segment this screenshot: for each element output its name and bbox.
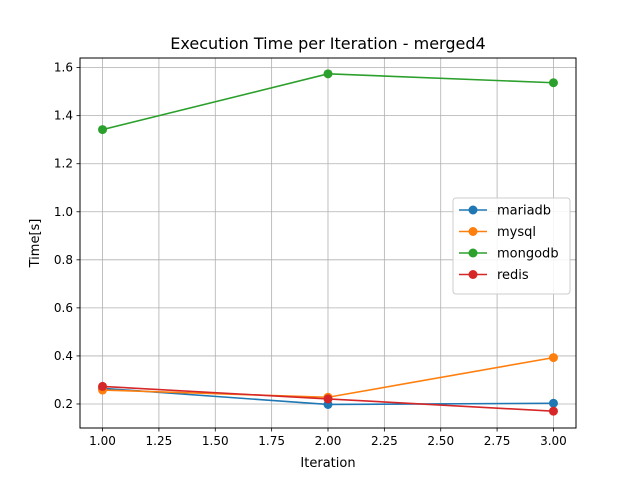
x-tick-label: 2.25 bbox=[371, 434, 398, 448]
y-axis: 0.2 0.4 0.6 0.8 1.0 1.2 1.4 1.6 bbox=[54, 61, 80, 411]
series-mongodb bbox=[98, 69, 558, 135]
legend-item-mysql: mysql bbox=[459, 225, 536, 240]
data-point-mariadb bbox=[548, 398, 558, 408]
data-point-mysql bbox=[548, 353, 558, 363]
x-axis-label: Iteration bbox=[300, 456, 355, 471]
x-tick-label: 3.00 bbox=[540, 434, 567, 448]
data-point-redis bbox=[98, 381, 108, 391]
legend-item-mariadb: mariadb bbox=[459, 204, 551, 219]
x-tick-label: 2.50 bbox=[427, 434, 454, 448]
y-tick-label: 0.4 bbox=[54, 349, 73, 363]
legend-label: mysql bbox=[497, 225, 536, 240]
legend-label: mongodb bbox=[497, 247, 559, 262]
legend-label: mariadb bbox=[497, 204, 551, 219]
x-tick-label: 2.75 bbox=[484, 434, 511, 448]
legend-item-redis: redis bbox=[459, 268, 529, 283]
legend-marker bbox=[468, 205, 478, 215]
data-point-redis bbox=[323, 394, 333, 404]
legend-marker bbox=[468, 270, 478, 279]
y-tick-label: 0.6 bbox=[54, 301, 73, 315]
data-point-mongodb bbox=[323, 69, 333, 79]
series-layer bbox=[98, 69, 558, 416]
legend-label: redis bbox=[497, 268, 529, 283]
y-tick-label: 0.2 bbox=[54, 397, 73, 411]
y-tick-label: 1.6 bbox=[54, 61, 73, 75]
y-tick-label: 1.0 bbox=[54, 205, 73, 219]
x-axis: 1.00 1.25 1.50 1.75 2.00 2.25 2.50 2.75 3.00 bbox=[89, 428, 567, 448]
legend-frame bbox=[452, 197, 571, 295]
x-tick-label: 1.00 bbox=[89, 434, 116, 448]
y-tick-label: 1.4 bbox=[54, 109, 73, 123]
x-tick-label: 1.50 bbox=[202, 434, 229, 448]
data-point-mongodb bbox=[548, 78, 558, 88]
legend: mariadb mysql mongodb redis bbox=[452, 197, 571, 295]
chart-title: Execution Time per Iteration - merged4 bbox=[170, 34, 485, 53]
y-axis-label: Time[s] bbox=[28, 219, 43, 269]
y-tick-label: 1.2 bbox=[54, 157, 73, 171]
data-point-redis bbox=[548, 406, 558, 416]
x-tick-label: 1.75 bbox=[258, 434, 285, 448]
legend-marker bbox=[468, 227, 478, 236]
series-redis bbox=[98, 381, 558, 416]
legend-marker bbox=[468, 248, 478, 258]
data-point-mongodb bbox=[98, 125, 108, 135]
x-tick-label: 1.25 bbox=[146, 434, 173, 448]
x-tick-label: 2.00 bbox=[315, 434, 342, 448]
legend-item-mongodb: mongodb bbox=[459, 247, 559, 262]
y-tick-label: 0.8 bbox=[54, 253, 73, 267]
